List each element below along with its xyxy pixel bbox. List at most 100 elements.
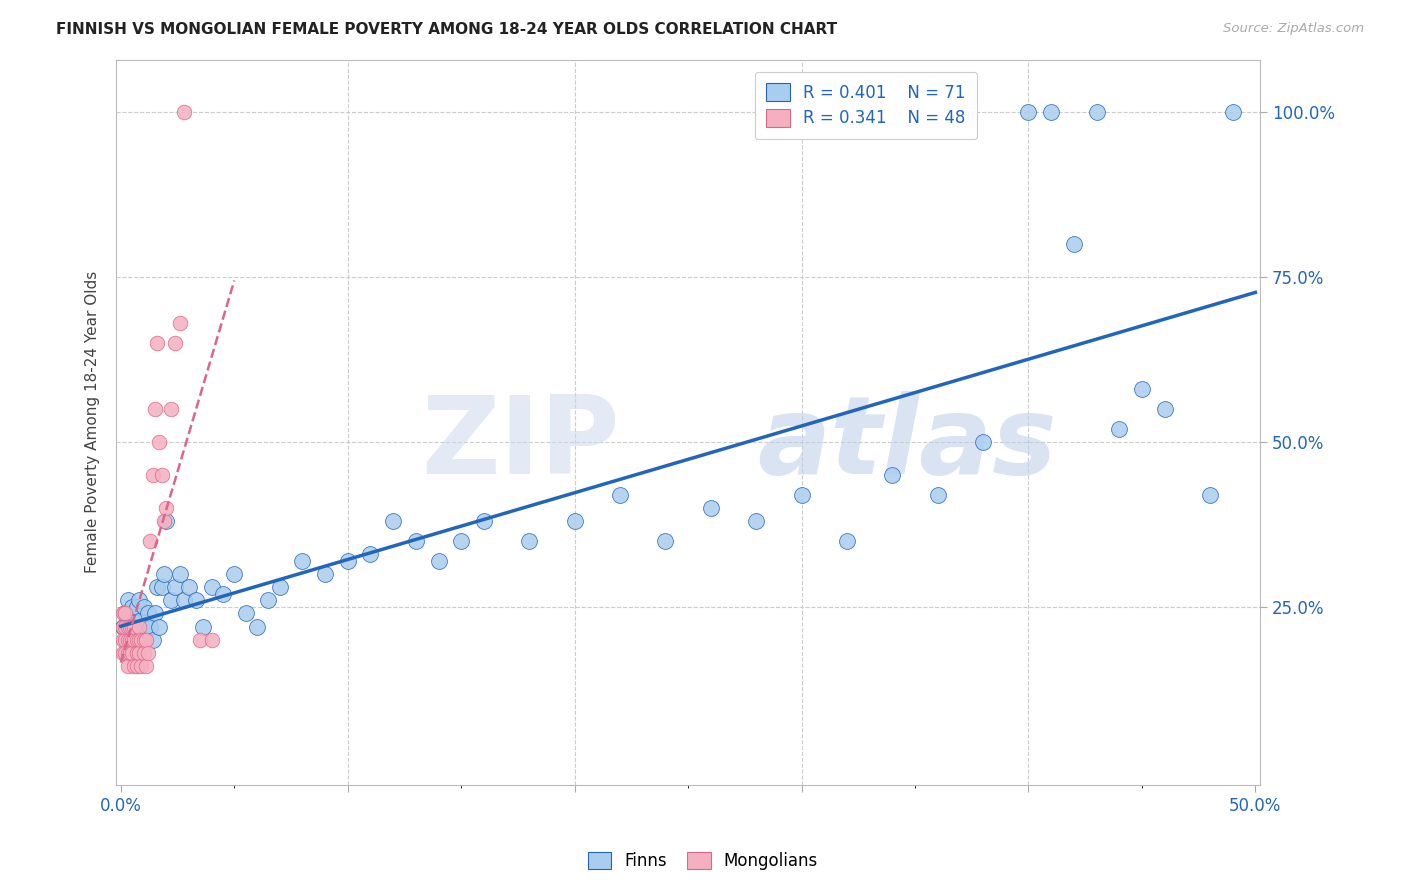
Point: [118, 632, 141, 647]
Point: [135, 659, 157, 673]
Point: [165, 580, 187, 594]
Point: [112, 619, 135, 633]
Point: [112, 607, 135, 621]
Point: [135, 632, 157, 647]
Point: [112, 646, 135, 660]
Point: [173, 593, 195, 607]
Point: [142, 632, 165, 647]
Point: [132, 619, 155, 633]
Point: [790, 488, 813, 502]
Point: [117, 619, 139, 633]
Point: [146, 336, 169, 351]
Point: [117, 646, 139, 660]
Point: [1063, 237, 1085, 252]
Point: [654, 533, 676, 548]
Point: [169, 316, 191, 330]
Point: [112, 632, 135, 647]
Point: [136, 607, 159, 621]
Point: [128, 619, 150, 633]
Point: [128, 646, 150, 660]
Point: [125, 599, 148, 614]
Text: ZIP: ZIP: [420, 391, 620, 497]
Point: [1085, 105, 1108, 120]
Point: [124, 626, 146, 640]
Point: [128, 593, 150, 607]
Point: [139, 533, 162, 548]
Point: [184, 593, 207, 607]
Point: [1153, 402, 1175, 417]
Point: [121, 613, 143, 627]
Point: [382, 514, 405, 528]
Point: [139, 619, 162, 633]
Point: [257, 593, 280, 607]
Point: [745, 514, 768, 528]
Point: [143, 402, 166, 417]
Point: [165, 336, 187, 351]
Point: [177, 580, 200, 594]
Point: [153, 566, 176, 581]
Point: [118, 607, 141, 621]
Text: Source: ZipAtlas.com: Source: ZipAtlas.com: [1223, 22, 1364, 36]
Point: [246, 619, 269, 633]
Point: [125, 659, 148, 673]
Point: [564, 514, 586, 528]
Point: [132, 646, 155, 660]
Text: atlas: atlas: [756, 391, 1056, 497]
Point: [124, 619, 146, 633]
Point: [143, 607, 166, 621]
Point: [121, 599, 143, 614]
Point: [114, 607, 136, 621]
Point: [159, 402, 181, 417]
Point: [173, 105, 195, 120]
Point: [269, 580, 291, 594]
Point: [200, 580, 222, 594]
Point: [159, 593, 181, 607]
Point: [146, 580, 169, 594]
Point: [142, 467, 165, 482]
Point: [129, 613, 152, 627]
Legend: Finns, Mongolians: Finns, Mongolians: [581, 845, 825, 877]
Point: [121, 646, 143, 660]
Point: [129, 632, 152, 647]
Point: [155, 500, 177, 515]
Point: [1222, 105, 1244, 120]
Point: [124, 632, 146, 647]
Point: [124, 619, 146, 633]
Point: [114, 632, 136, 647]
Point: [132, 599, 155, 614]
Point: [125, 632, 148, 647]
Point: [188, 632, 211, 647]
Point: [1040, 105, 1063, 120]
Point: [972, 434, 994, 449]
Point: [153, 514, 176, 528]
Point: [112, 619, 135, 633]
Point: [114, 619, 136, 633]
Point: [121, 632, 143, 647]
Point: [291, 553, 314, 567]
Point: [155, 514, 177, 528]
Point: [114, 607, 136, 621]
Point: [118, 646, 141, 660]
Point: [200, 632, 222, 647]
Point: [129, 632, 152, 647]
Point: [132, 632, 155, 647]
Point: [835, 533, 858, 548]
Text: FINNISH VS MONGOLIAN FEMALE POVERTY AMONG 18-24 YEAR OLDS CORRELATION CHART: FINNISH VS MONGOLIAN FEMALE POVERTY AMON…: [56, 22, 838, 37]
Point: [121, 619, 143, 633]
Point: [125, 646, 148, 660]
Point: [150, 580, 173, 594]
Point: [117, 619, 139, 633]
Point: [136, 646, 159, 660]
Point: [235, 607, 257, 621]
Legend: R = 0.401    N = 71, R = 0.341    N = 48: R = 0.401 N = 71, R = 0.341 N = 48: [755, 71, 977, 139]
Point: [472, 514, 495, 528]
Point: [169, 566, 191, 581]
Point: [117, 659, 139, 673]
Point: [118, 619, 141, 633]
Point: [224, 566, 246, 581]
Point: [450, 533, 472, 548]
Point: [882, 467, 904, 482]
Point: [1130, 382, 1153, 396]
Point: [1199, 488, 1222, 502]
Point: [405, 533, 427, 548]
